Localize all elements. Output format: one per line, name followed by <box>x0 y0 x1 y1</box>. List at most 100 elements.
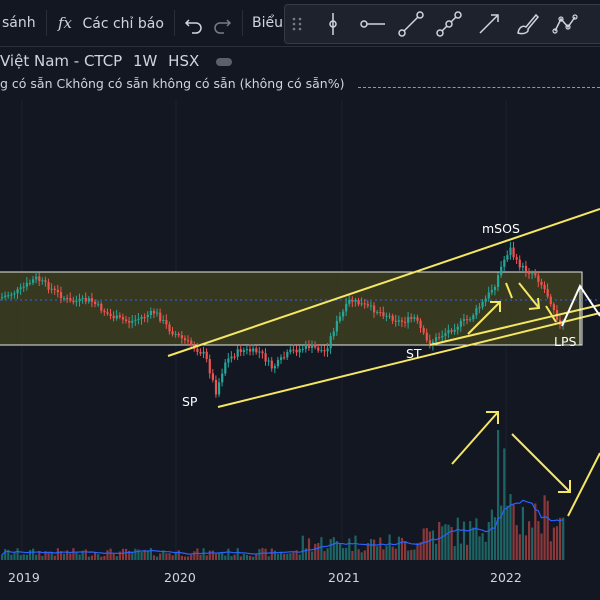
cursor-tool-button[interactable] <box>315 5 351 43</box>
candle-body <box>292 349 295 351</box>
candle-body <box>379 312 382 314</box>
redo-button[interactable] <box>212 0 232 46</box>
candle-body <box>115 315 118 319</box>
candle-body <box>196 348 199 352</box>
volume-bar <box>208 550 211 560</box>
parallel-channel-button[interactable] <box>431 5 467 43</box>
candle-body <box>208 359 211 374</box>
volume-bar <box>320 537 323 560</box>
annotation-msos: mSOS <box>482 221 520 236</box>
volume-bar <box>338 543 342 560</box>
candle-body <box>497 275 500 287</box>
candle-body <box>320 350 323 352</box>
candle-body <box>444 333 447 336</box>
candle-body <box>146 314 149 318</box>
price-chart[interactable] <box>0 100 600 560</box>
volume-bar <box>97 554 100 560</box>
candle-body <box>273 366 276 369</box>
annotation-sp: SP <box>182 394 198 409</box>
volume-bar <box>187 556 190 560</box>
volume-bar <box>363 550 366 560</box>
volume-bar <box>540 533 543 560</box>
volume-bar <box>276 553 280 560</box>
volume-ma-line <box>1 499 564 556</box>
volume-bar <box>509 494 512 560</box>
volume-bar <box>41 556 44 560</box>
volume-bar <box>69 553 72 560</box>
candle-body <box>323 350 326 352</box>
volume-bar <box>497 430 500 560</box>
volume-bar <box>4 549 7 560</box>
volume-bar <box>317 542 320 560</box>
candle-body <box>162 319 165 321</box>
candle-body <box>503 259 506 267</box>
volume-bar <box>379 537 382 560</box>
channel-upper-line <box>167 208 600 357</box>
volume-bar <box>159 553 162 560</box>
brush-icon <box>517 13 540 35</box>
volume-bar <box>555 526 559 560</box>
candle-body <box>431 341 435 345</box>
volume-bar <box>549 541 552 560</box>
candle-body <box>16 289 19 294</box>
visibility-toggle-icon[interactable] <box>216 57 233 66</box>
candle-body <box>280 357 283 360</box>
horizontal-ray-button[interactable] <box>355 5 391 43</box>
indicators-label: Các chỉ báo <box>82 16 164 32</box>
candle-body <box>258 351 261 353</box>
candle-body <box>118 315 121 318</box>
candle-body <box>13 293 16 295</box>
candle-body <box>407 317 410 323</box>
undo-button[interactable] <box>184 0 204 46</box>
candle-body <box>59 292 63 299</box>
candle-body <box>360 303 363 305</box>
volume-bar <box>59 551 63 560</box>
candle-body <box>264 353 267 362</box>
volume-bar <box>193 551 196 560</box>
volume-bar <box>376 546 379 560</box>
candle-body <box>397 320 400 322</box>
x-label-2020: 2020 <box>164 570 196 585</box>
candle-body <box>252 348 255 352</box>
time-axis[interactable]: 2019 2020 2021 2022 <box>0 560 600 600</box>
volume-bar <box>152 555 156 560</box>
volume-bar <box>94 552 97 560</box>
candle-body <box>224 362 227 374</box>
candle-body <box>214 379 218 395</box>
volume-bar <box>35 554 38 560</box>
zigzag-button[interactable] <box>547 5 583 43</box>
candle-body <box>493 286 497 291</box>
candle-body <box>32 279 35 283</box>
volume-bar <box>438 521 441 560</box>
volume-bar <box>500 505 503 560</box>
trend-line-button[interactable] <box>393 5 429 43</box>
indicators-button[interactable]: fx Các chỉ báo <box>58 0 164 46</box>
arrow-line-button[interactable] <box>471 5 507 43</box>
symbol-legend[interactable]: Việt Nam - CTCP 1W HSX <box>0 52 238 70</box>
volume-bar <box>506 505 509 560</box>
volume-bar <box>528 521 531 560</box>
volume-bar <box>242 554 245 560</box>
volume-bar <box>100 556 103 560</box>
candle-body <box>376 312 379 314</box>
compare-button[interactable]: sánh <box>2 15 36 31</box>
volume-bar <box>543 495 546 560</box>
candle-body <box>543 284 546 290</box>
annotation-st: ST <box>406 346 422 361</box>
drag-handle[interactable] <box>285 5 309 43</box>
candle-body <box>121 317 125 320</box>
volume-bar <box>245 554 249 560</box>
volume-bar <box>419 542 422 560</box>
volume-arrows <box>451 411 600 517</box>
candle-body <box>531 273 534 275</box>
candle-body <box>50 288 53 290</box>
volume-bar <box>264 548 267 560</box>
volume-bar <box>211 550 214 560</box>
chart-type-button[interactable]: Biểu <box>252 15 283 31</box>
volume-bar <box>323 551 326 560</box>
volume-bar <box>252 556 255 560</box>
volume-bar <box>388 534 391 560</box>
candle-body <box>521 265 524 268</box>
candle-body <box>283 357 286 359</box>
brush-button[interactable] <box>509 5 545 43</box>
